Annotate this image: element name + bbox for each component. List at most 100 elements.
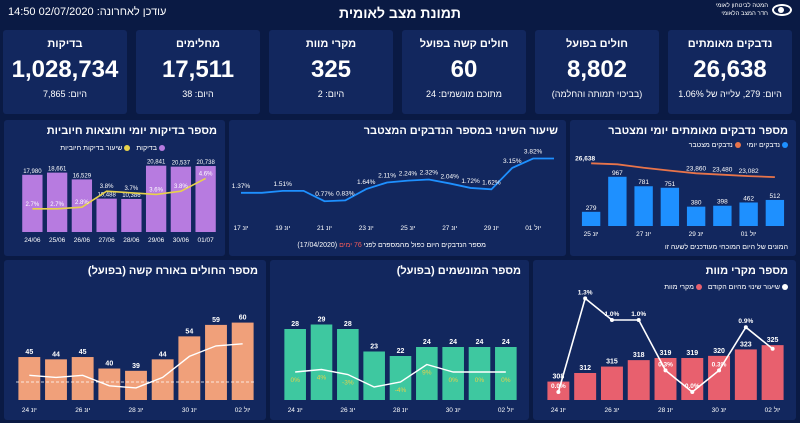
bar-tests <box>145 165 167 232</box>
bar-severe <box>178 336 201 400</box>
bar-label: 28 <box>344 321 352 328</box>
legend-tests-label: בדיקות <box>136 145 157 152</box>
rate-label: 0.3% <box>658 361 673 368</box>
bar-label: 60 <box>239 315 247 322</box>
x-tick-label: יול 02 <box>498 406 514 414</box>
rate-label: 1.0% <box>631 311 646 318</box>
rate-label: 2.8% <box>75 200 89 206</box>
bar-deaths <box>761 345 784 400</box>
pct-label: 0% <box>475 377 485 384</box>
bar-label: 54 <box>185 328 193 335</box>
bar-deaths <box>708 355 731 400</box>
x-tick-label: יונ 30 <box>712 407 727 414</box>
logo: המטה לביטחון לאומי חדר המצב הלאומי <box>716 2 792 18</box>
cum-label: 23,480 <box>712 167 732 174</box>
x-tick-label: 01/07 <box>197 237 214 244</box>
point-label: 1.62% <box>482 179 501 186</box>
point-label: 2.04% <box>440 173 459 180</box>
rate-point <box>609 318 614 322</box>
legend-cum-swatch <box>734 142 741 149</box>
bar-daily <box>713 205 732 226</box>
bar-label: 45 <box>79 349 87 356</box>
bar-label: 24 <box>423 339 431 346</box>
pct-label: 0% <box>448 377 458 384</box>
bar-severe <box>205 324 227 400</box>
kpi-title: מחלימים <box>175 38 221 50</box>
rate-point <box>636 318 641 322</box>
kpi-value: 26,638 <box>693 56 767 83</box>
page-title: תמונת מצב לאומית <box>339 5 461 21</box>
x-tick-label: 24/06 <box>24 237 41 244</box>
chart-legend: שיעור שינוי מהיום הקודם מקרי מוות <box>664 284 788 291</box>
x-tick-label: יונ 29 <box>689 231 704 238</box>
kpi-title: נדבקים מאומתים <box>687 38 773 50</box>
bar-tests <box>71 179 93 232</box>
note-text: מספר הנדבקים היום כפול מהמספרם לפני <box>363 242 486 249</box>
x-tick-label: יונ 28 <box>393 407 408 414</box>
bar-label: 20,537 <box>172 161 191 167</box>
rate-point <box>690 390 695 394</box>
bar-daily <box>686 206 706 226</box>
bar-label: 40 <box>105 361 113 368</box>
tests-chart-svg: 17,980 24/06 18,661 25/06 16,529 26/06 10,488 2… <box>22 160 216 244</box>
rate-label: 2.7% <box>26 202 40 208</box>
rate-label: 0.0% <box>551 383 566 390</box>
bar-label: 39 <box>132 363 140 370</box>
x-tick-label: יונ 25 <box>584 231 599 238</box>
kpi-subtitle: היום: 7,865 <box>42 89 88 99</box>
x-tick-label: יונ 24 <box>551 407 566 414</box>
bar-severe <box>98 368 121 400</box>
legend-tests: בדיקות <box>136 145 165 152</box>
kpi-value: 1,028,734 <box>11 56 119 83</box>
x-tick-label: 25/06 <box>49 237 66 244</box>
kpi-value: 325 <box>310 56 352 83</box>
bar-severe <box>71 357 94 400</box>
point-label: 2.11% <box>378 172 396 179</box>
line-change-rate <box>295 363 506 388</box>
legend-deaths-swatch <box>695 284 702 291</box>
bar-severe <box>125 370 147 400</box>
legend-rate: שיעור בדיקות חיוביות <box>60 145 131 152</box>
bar-daily <box>660 187 680 226</box>
bar-deaths <box>654 358 677 400</box>
panel-deaths-chart: מספר מקרי מוות שיעור שינוי מהיום הקודם מ… <box>533 260 796 420</box>
bar-deaths <box>681 358 704 400</box>
bar-tests <box>46 172 68 232</box>
bar-label: 17,980 <box>23 169 42 175</box>
chart-title: מספר בדיקות יומי ותוצאות חיוביות <box>46 125 217 137</box>
header-bar: עודכן לאחרונה: 02/07/2020 14:50 תמונת מצ… <box>0 0 800 28</box>
legend-rate-swatch <box>782 284 788 291</box>
rate-label: 1.3% <box>578 289 593 296</box>
legend-rate-swatch <box>124 145 131 152</box>
legend-deaths: מקרי מוות <box>664 284 702 291</box>
bar-label: 325 <box>767 337 779 344</box>
rate-label: 3.8% <box>174 184 188 190</box>
rate-point <box>583 296 588 301</box>
bar-severe <box>18 357 41 400</box>
rate-label: 4.6% <box>199 171 213 177</box>
x-tick-label: 28/06 <box>123 237 140 244</box>
chart-title: מספר נדבקים מאומתים יומי ומצטבר <box>608 125 788 137</box>
kpi-card-confirmed: נדבקים מאומתים 26,638 היום: 279, עלייה ש… <box>668 30 792 114</box>
bar-label: 312 <box>579 365 591 372</box>
bar-ventilated <box>284 329 306 400</box>
bar-label: 323 <box>740 341 752 348</box>
kpi-card-active: חולים בפועל 8,802 (בביכוי תמותה והחלמה) <box>535 30 659 114</box>
point-label: 0.83% <box>336 190 355 197</box>
bar-ventilated <box>337 329 359 400</box>
bar-tests <box>170 166 192 232</box>
kpi-card-deaths: מקרי מוות 325 היום: 2 <box>269 30 393 114</box>
bar-label: 967 <box>612 170 623 177</box>
rate-label: 0.3% <box>712 361 727 368</box>
kpi-subtitle: היום: 279, עלייה של 1.06% <box>678 89 782 99</box>
chart-legend: בדיקות שיעור בדיקות חיוביות <box>60 145 165 152</box>
x-tick-label: 27/06 <box>98 237 115 244</box>
legend-daily-label: נדבקים יומי <box>746 142 780 149</box>
kpi-value: 8,802 <box>566 56 628 83</box>
rate-label: 1.0% <box>605 311 620 318</box>
kpi-title: בדיקות <box>47 38 83 50</box>
cum-label: 23,860 <box>686 165 706 172</box>
panel-tests-chart: מספר בדיקות יומי ותוצאות חיוביות בדיקות … <box>4 120 225 256</box>
x-tick-label: יונ 26 <box>340 407 355 414</box>
bar-ventilated <box>310 324 333 400</box>
